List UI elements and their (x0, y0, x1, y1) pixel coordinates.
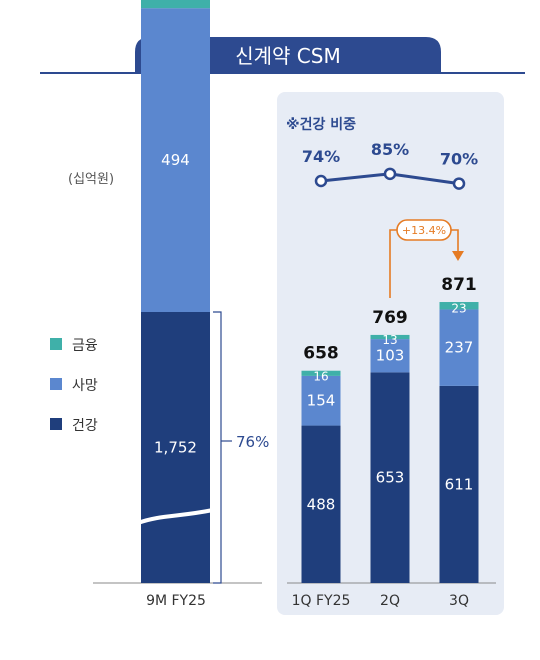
q1-bar-value-finance: 16 (313, 369, 328, 383)
left-x-label: 9M FY25 (146, 593, 206, 609)
ratio-line: 74% 85% 70% (302, 140, 478, 190)
q1-bar-value-health: 488 (307, 495, 336, 513)
q3-bar-segment-health (439, 385, 479, 583)
q3-bar-segment-finance (439, 302, 479, 310)
left-bar-segment-finance (141, 0, 210, 9)
ratio-label-1: 74% (302, 147, 340, 166)
q1-bar-total: 658 (303, 344, 339, 364)
q3-bar-value-finance: 23 (451, 302, 466, 316)
left-bars: 1,752494522,298 (137, 0, 214, 583)
q2-bar-total: 769 (372, 308, 408, 328)
legend-swatch-finance (50, 338, 62, 350)
q2-bar-value-finance: 13 (382, 333, 397, 347)
q2-bar-segment-finance (370, 334, 410, 340)
q2-bar-value-health: 653 (376, 469, 405, 487)
legend: 금융 사망 건강 (50, 338, 98, 434)
q2-bar-segment-death (370, 339, 410, 373)
q3-bar-value-health: 611 (445, 475, 474, 493)
q1-bar-segment-finance (301, 370, 341, 376)
q1-bar-segment-health (301, 425, 341, 583)
growth-arrow-left (389, 229, 399, 298)
q2-bar-segment-health (370, 372, 410, 583)
legend-swatch-health (50, 418, 62, 430)
q3-bar-total: 871 (441, 275, 477, 295)
legend-label-death: 사망 (72, 378, 98, 394)
legend-swatch-death (50, 378, 62, 390)
growth-arrow-right (451, 229, 459, 252)
q3-bar-segment-death (439, 309, 479, 386)
axis-break-wave (137, 508, 214, 525)
ratio-point-1 (314, 174, 328, 188)
health-ratio-title: ※건강 비중 (286, 116, 356, 133)
health-share-bracket (213, 311, 222, 584)
q2-bar-value-death: 103 (376, 347, 405, 365)
ratio-point-2 (383, 167, 397, 181)
ratio-label-2: 85% (371, 140, 409, 159)
q1-bar-value-death: 154 (307, 392, 336, 410)
right-x-label-2: 2Q (380, 593, 400, 609)
left-bar-segment-death (141, 8, 210, 312)
left-bar-value-death: 494 (161, 151, 190, 169)
q3-bar-value-death: 237 (445, 339, 474, 357)
left-bar-value-health: 1,752 (154, 439, 197, 457)
legend-label-health: 건강 (72, 418, 98, 434)
left-bar-segment-health (141, 312, 210, 583)
growth-label: +13.4% (402, 224, 446, 237)
growth-arrow-head (452, 251, 464, 261)
unit-label: (십억원) (68, 172, 114, 187)
health-share-label: 76% (236, 433, 269, 451)
growth-annotation: +13.4% (389, 219, 464, 298)
right-x-label-3: 3Q (449, 593, 469, 609)
ratio-label-3: 70% (440, 150, 478, 169)
ratio-point-3 (452, 177, 466, 190)
growth-badge (396, 219, 452, 241)
right-x-label-1: 1Q FY25 (292, 593, 351, 609)
header-title: 신계약 CSM (235, 44, 340, 68)
legend-label-finance: 금융 (72, 338, 98, 354)
q1-bar-segment-death (301, 375, 341, 426)
left-bar-value-finance: 52 (167, 0, 185, 1)
header-tab (135, 37, 441, 73)
